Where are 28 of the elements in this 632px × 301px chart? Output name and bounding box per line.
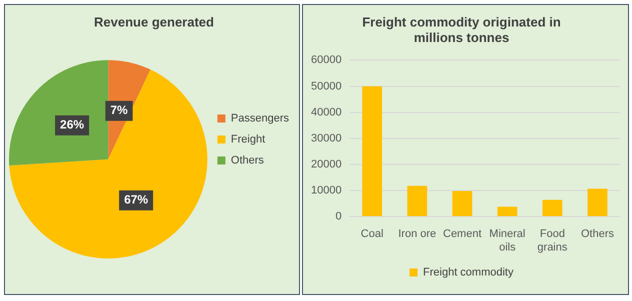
bar: [407, 186, 428, 216]
y-tick-label: 10000: [310, 184, 342, 197]
bar: [497, 206, 518, 216]
y-tick-label: 30000: [310, 132, 342, 144]
y-tick-label: 40000: [310, 106, 342, 118]
chart-title: Revenue generated: [94, 14, 214, 30]
legend-label: Others: [230, 154, 264, 167]
x-tick-label: Iron ore: [398, 228, 436, 240]
bar: [452, 191, 472, 216]
x-tick-label: Food grains: [537, 228, 568, 254]
y-tick-label: 0: [335, 210, 342, 223]
x-tick-label: Others: [580, 228, 614, 240]
bar: [542, 200, 562, 216]
x-tick-label: Cement: [442, 228, 482, 240]
x-tick-label: Coal: [360, 228, 384, 240]
bar: [362, 86, 382, 216]
y-tick-label: 50000: [310, 80, 342, 92]
y-tick-label: 60000: [310, 54, 342, 66]
data-label: 7%: [110, 103, 128, 118]
data-label: 67%: [124, 192, 148, 207]
x-tick-label: Mineral oils: [489, 228, 526, 254]
y-tick-label: 20000: [310, 158, 342, 170]
chart-title: Freight commodity originated in millions tonnes: [362, 14, 561, 45]
legend-label: Freight: [230, 134, 266, 146]
legend-label: Freight commodity: [423, 266, 514, 279]
data-label: 26%: [60, 118, 84, 132]
legend-label: Passengers: [230, 112, 290, 125]
bar: [588, 188, 608, 216]
